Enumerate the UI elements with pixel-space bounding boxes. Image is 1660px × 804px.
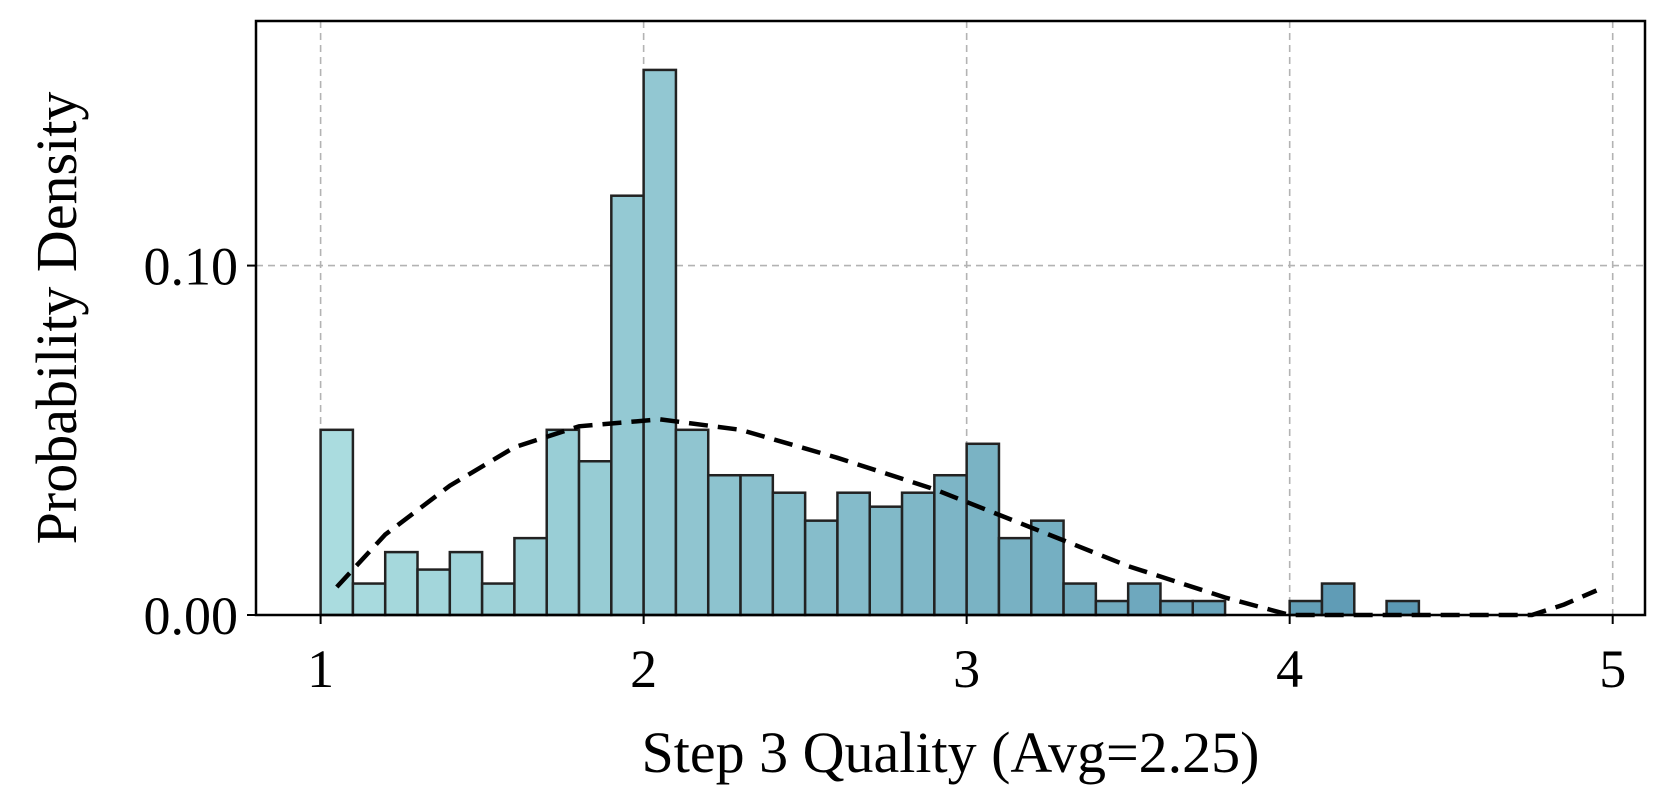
- histogram-bar: [642, 68, 678, 617]
- plot-frame: [254, 19, 1647, 617]
- histogram-bar: [1159, 599, 1195, 617]
- histogram-bar: [997, 536, 1033, 617]
- histogram-bar: [1126, 582, 1162, 617]
- histogram-bar: [965, 442, 1001, 617]
- histogram-bar: [674, 428, 710, 617]
- y-axis-label: Probability Density: [24, 92, 89, 545]
- histogram-bar: [933, 473, 968, 617]
- histogram-bar: [513, 536, 548, 617]
- histogram-bar: [900, 491, 936, 617]
- histogram-bar: [739, 473, 775, 617]
- histogram-bar: [1094, 599, 1130, 617]
- histogram-bar: [416, 568, 452, 617]
- histogram-bar: [351, 582, 387, 617]
- x-tick-label: 1: [307, 639, 334, 699]
- histogram-bar: [319, 428, 355, 617]
- histogram-bars: [319, 68, 1421, 617]
- histogram-bar: [1320, 582, 1356, 617]
- histogram-bar: [1062, 582, 1098, 617]
- histogram-bar: [577, 460, 613, 617]
- histogram-bar: [383, 550, 419, 617]
- histogram-bar: [448, 550, 484, 617]
- histogram-bar: [803, 519, 839, 617]
- histogram-bar: [1030, 519, 1065, 617]
- x-tick-label: 5: [1599, 639, 1626, 699]
- histogram-bar: [610, 194, 645, 617]
- x-tick-label: 3: [953, 639, 980, 699]
- y-tick-label: 0.00: [144, 586, 239, 646]
- axis-ticks: 1 2 3 4 5 0.00 0.10: [144, 237, 1627, 699]
- histogram-bar: [545, 428, 581, 617]
- x-axis-label: Step 3 Quality (Avg=2.25): [641, 720, 1259, 785]
- x-tick-label: 2: [630, 639, 657, 699]
- histogram-bar: [706, 473, 742, 617]
- x-tick-label: 4: [1276, 639, 1303, 699]
- histogram-bar: [771, 491, 807, 617]
- y-tick-label: 0.10: [144, 237, 239, 297]
- histogram-bar: [836, 491, 871, 617]
- histogram-bar: [868, 505, 904, 617]
- histogram-bar: [1191, 599, 1227, 617]
- histogram-bar: [480, 582, 516, 617]
